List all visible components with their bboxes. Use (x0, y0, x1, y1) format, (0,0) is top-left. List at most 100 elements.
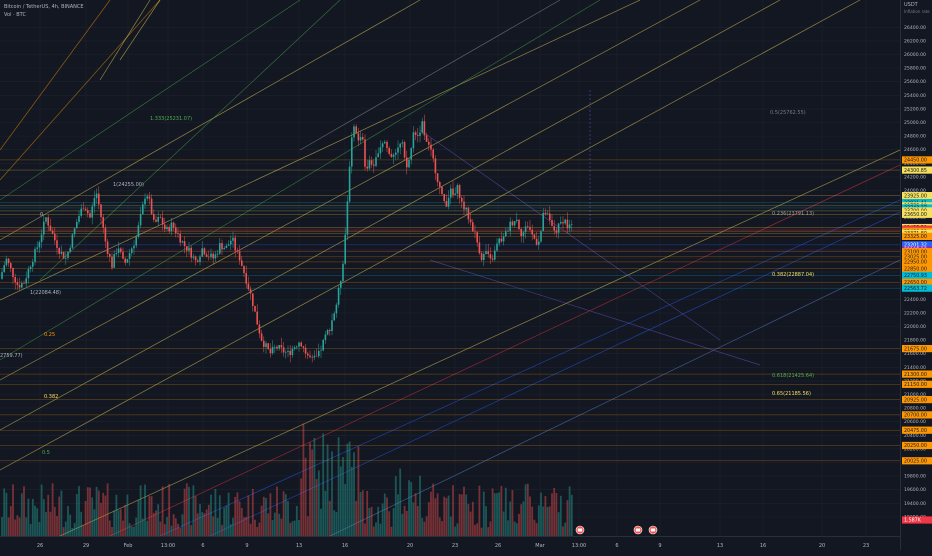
time-scale-svg[interactable]: 26 29 Feb 13:00 6 9 13 16 20 23 26 Mar 13:00 6 9 13 16 20… (0, 538, 900, 552)
candle-body (234, 237, 236, 251)
price-badge[interactable] (902, 426, 932, 434)
fib-annotation[interactable]: 0.618(21425.64) (772, 373, 814, 379)
price-badge[interactable] (902, 253, 932, 261)
volume-bar (353, 452, 355, 536)
candle-body (546, 213, 549, 215)
volume-bar (262, 496, 265, 536)
price-scale[interactable]: 26400.00 26200.00 26000.00 25800.00 25600.00… (900, 0, 932, 550)
volume-bar (302, 423, 305, 536)
time-tick-label: 9 (658, 543, 661, 549)
candle-body (221, 243, 223, 250)
price-badge[interactable] (902, 441, 932, 450)
price-badge-label: 21300.00 (904, 372, 927, 378)
volume-bar (161, 486, 164, 536)
price-badge[interactable] (902, 344, 932, 353)
price-badge-label: 22750.93 (904, 273, 927, 279)
volume-bar (537, 505, 540, 536)
candle-body (335, 304, 338, 314)
candle-body (65, 257, 67, 259)
price-badge[interactable] (902, 457, 932, 465)
price-badge[interactable] (902, 248, 932, 256)
candle-body (487, 251, 489, 255)
price-tick-label: 21600.00 (904, 351, 926, 357)
volume-bar (535, 523, 538, 536)
price-badge[interactable] (902, 284, 932, 292)
event-markers (575, 525, 658, 535)
candle-body (384, 141, 386, 144)
volume-bar (291, 521, 294, 536)
fib-annotation[interactable]: 1.333(25231.07) (150, 116, 192, 122)
price-chart[interactable]: 1.333(25231.07) 1(24255.00) 0 1(22084.48) 0.… (0, 0, 901, 537)
candle-body (16, 282, 19, 286)
volume-bar (229, 524, 232, 536)
fib-annotation[interactable]: 0.382 (44, 394, 58, 400)
volume-bar (238, 501, 241, 536)
volume-bar (240, 507, 243, 536)
price-badge[interactable] (902, 278, 932, 286)
volume-bar (394, 476, 397, 536)
volume-bar (300, 478, 303, 536)
candle-body (315, 355, 318, 357)
price-badge[interactable] (902, 265, 932, 273)
candle-body (164, 224, 166, 229)
time-scale[interactable]: 26 29 Feb 13:00 6 9 13 16 20 23 26 Mar 13:00 6 9 13 16 20… (0, 536, 900, 551)
candle-body (124, 258, 126, 263)
price-badge[interactable] (902, 258, 932, 266)
volume-bar (344, 483, 347, 536)
event-marker-icon[interactable] (648, 525, 658, 535)
fib-annotation[interactable]: 0.25 (44, 332, 55, 338)
time-tick-label: 6 (201, 543, 204, 549)
fib-annotation[interactable]: 0.65(21185.56) (772, 391, 811, 397)
volume-indicator-label[interactable]: Vol · BTC (4, 12, 26, 18)
price-badge[interactable] (902, 411, 932, 419)
candle-body (379, 147, 382, 154)
price-scale-svg[interactable]: 26400.00 26200.00 26000.00 25800.00 25600.00… (901, 0, 932, 550)
volume-bar (67, 506, 69, 536)
price-badge[interactable] (902, 271, 932, 280)
price-badge[interactable] (902, 192, 932, 200)
price-badge[interactable] (902, 516, 932, 524)
volume-bar (201, 512, 204, 536)
volume-bar (570, 494, 573, 536)
fib-annotation[interactable]: 2759.77) (0, 353, 23, 359)
candle-body (469, 219, 472, 223)
volume-bar (357, 446, 360, 536)
time-tick-label: Mar (535, 543, 545, 549)
symbol-title[interactable]: Bitcoin / TetherUS, 4h, BINANCE (4, 4, 84, 10)
event-marker-icon[interactable] (575, 525, 585, 535)
candle-body (549, 213, 551, 221)
volume-bar (12, 484, 14, 536)
volume-bar (487, 527, 490, 536)
volume-bar (23, 486, 25, 536)
fib-annotation[interactable]: 1(24255.00) (113, 182, 144, 188)
fib-annotation[interactable]: 0 (40, 212, 43, 218)
volume-bar (14, 519, 17, 536)
volume-bar (247, 495, 250, 536)
volume-bar (342, 457, 344, 536)
price-badge[interactable] (902, 156, 932, 164)
currency-label[interactable]: USDT (904, 2, 918, 8)
candle-body (225, 245, 228, 249)
price-badge[interactable] (902, 210, 932, 218)
fib-annotation[interactable]: 0.382(22887.04) (772, 272, 814, 278)
fib-annotation[interactable]: 0.5(25762.55) (770, 110, 806, 116)
price-tick-label: 20400.00 (904, 433, 926, 439)
chart-area[interactable]: 1.333(25231.07) 1(24255.00) 0 1(22084.48) 0.… (0, 0, 901, 537)
candle-body (403, 142, 406, 158)
candle-body (326, 330, 329, 335)
price-badge[interactable] (902, 232, 932, 241)
volume-bar (251, 488, 254, 536)
fib-annotation[interactable]: 0.5 (42, 450, 50, 456)
price-badge[interactable] (902, 241, 932, 249)
fib-annotation[interactable]: 1(22084.48) (30, 290, 61, 296)
price-badge[interactable] (902, 370, 932, 378)
price-badge[interactable] (902, 395, 932, 404)
fib-annotation[interactable]: 0.236(23791.13) (772, 211, 814, 217)
volume-bar (58, 496, 61, 536)
price-badge[interactable] (902, 380, 932, 388)
volume-bar (82, 524, 85, 536)
price-badge[interactable] (902, 166, 932, 174)
event-marker-icon[interactable] (633, 525, 643, 535)
volume-bar (106, 483, 109, 536)
candle-body (80, 208, 82, 216)
